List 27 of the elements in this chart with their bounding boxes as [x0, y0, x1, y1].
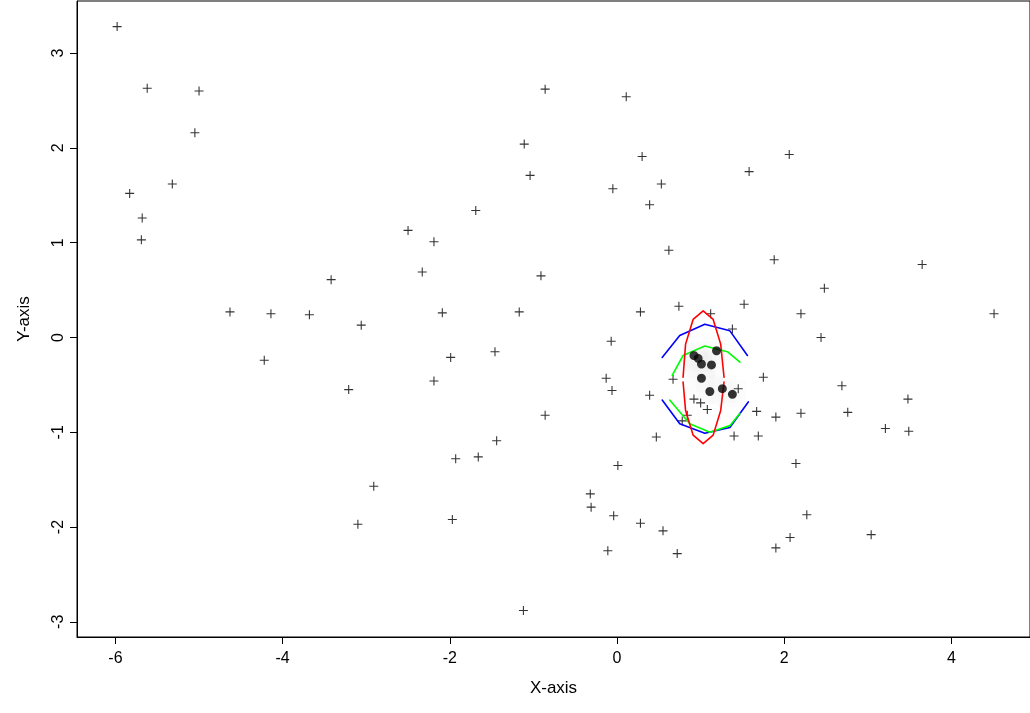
line-series	[661, 399, 750, 435]
x-tick-label: 4	[946, 648, 956, 666]
line-series	[668, 399, 741, 434]
line-series	[682, 381, 725, 445]
y-tick-label: -2	[48, 519, 66, 535]
point	[712, 346, 722, 356]
x-tick-label: -2	[442, 648, 458, 666]
y-tick-label: 2	[48, 143, 66, 153]
x-tick-label: 2	[779, 648, 789, 666]
x-tick-label: -4	[275, 648, 290, 666]
point	[696, 373, 706, 383]
y-tick-label: 1	[48, 238, 66, 248]
y-tick-label: 3	[48, 48, 66, 58]
y-axis-title: Y-axis	[14, 296, 33, 342]
x-tick-label: 0	[612, 648, 622, 666]
point	[727, 389, 737, 399]
x-tick-label: -6	[108, 648, 123, 666]
line-series	[661, 323, 749, 359]
line-series	[682, 310, 725, 379]
point	[696, 359, 706, 369]
point	[707, 360, 716, 370]
x-axis-title: X-axis	[529, 678, 578, 697]
point	[705, 387, 715, 397]
y-tick-label: -1	[48, 425, 66, 440]
y-tick-label: 0	[48, 332, 66, 342]
y-tick-label: -3	[48, 614, 66, 629]
point	[717, 384, 727, 394]
